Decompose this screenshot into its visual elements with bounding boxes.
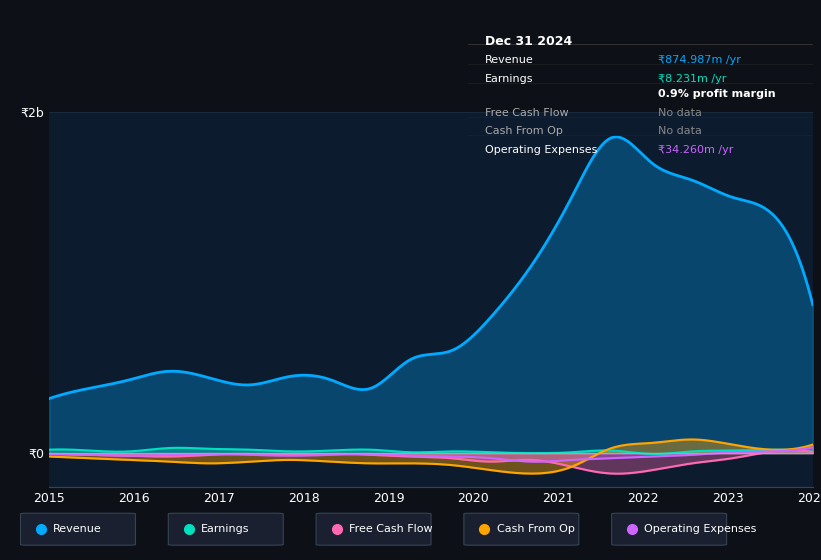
Text: 0.9% profit margin: 0.9% profit margin bbox=[658, 90, 775, 99]
FancyBboxPatch shape bbox=[464, 513, 579, 545]
Text: Free Cash Flow: Free Cash Flow bbox=[485, 108, 569, 118]
Text: ₹8.231m /yr: ₹8.231m /yr bbox=[658, 74, 726, 84]
Text: Revenue: Revenue bbox=[485, 55, 534, 64]
Text: Cash From Op: Cash From Op bbox=[485, 125, 563, 136]
FancyBboxPatch shape bbox=[612, 513, 727, 545]
Text: Free Cash Flow: Free Cash Flow bbox=[349, 524, 433, 534]
Text: ₹34.260m /yr: ₹34.260m /yr bbox=[658, 146, 733, 155]
Text: Operating Expenses: Operating Expenses bbox=[485, 146, 598, 155]
Text: Earnings: Earnings bbox=[485, 74, 534, 84]
Text: No data: No data bbox=[658, 108, 701, 118]
Text: No data: No data bbox=[658, 125, 701, 136]
Text: Operating Expenses: Operating Expenses bbox=[644, 524, 757, 534]
Text: Cash From Op: Cash From Op bbox=[497, 524, 575, 534]
Text: ₹874.987m /yr: ₹874.987m /yr bbox=[658, 55, 741, 64]
FancyBboxPatch shape bbox=[316, 513, 431, 545]
Text: Dec 31 2024: Dec 31 2024 bbox=[485, 35, 572, 48]
FancyBboxPatch shape bbox=[168, 513, 283, 545]
FancyBboxPatch shape bbox=[21, 513, 135, 545]
Text: Earnings: Earnings bbox=[201, 524, 250, 534]
Text: Revenue: Revenue bbox=[53, 524, 102, 534]
